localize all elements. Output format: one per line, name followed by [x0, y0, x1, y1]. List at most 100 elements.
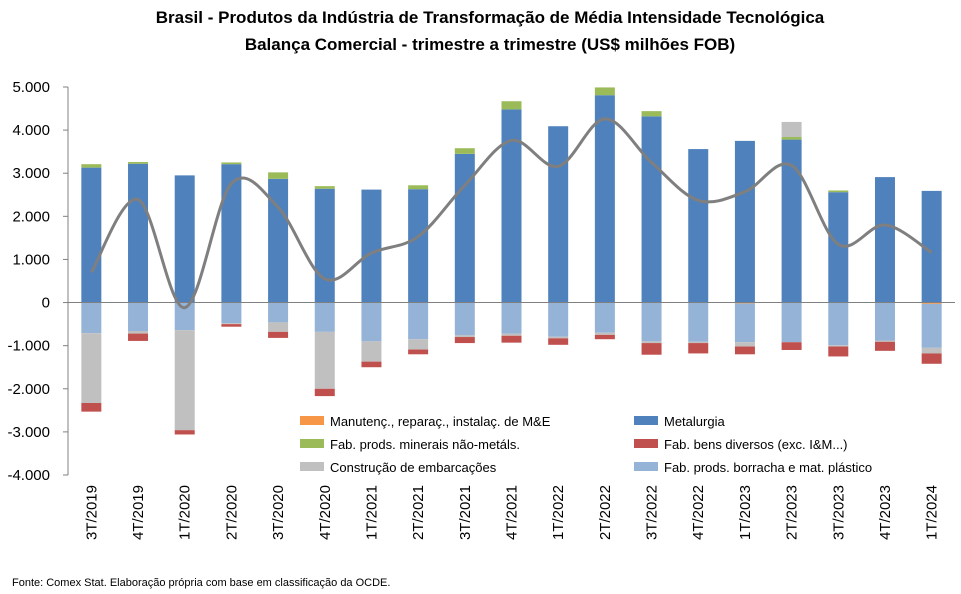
bar-segment: [81, 167, 102, 303]
bar-segment: [828, 192, 849, 303]
bar-segment: [828, 190, 849, 193]
bar-segment: [548, 126, 569, 303]
bar-segment: [454, 337, 475, 344]
bar-segment: [641, 116, 662, 303]
bar-segment: [361, 189, 382, 303]
bar-segment: [874, 302, 895, 341]
bar-segment: [81, 302, 102, 334]
x-tick-label: 1T/2023: [737, 485, 754, 540]
bar-segment: [81, 403, 102, 412]
bar-segment: [828, 346, 849, 357]
y-tick-label: 4.000: [12, 122, 50, 139]
bar-segment: [408, 185, 429, 190]
bar-segment: [268, 331, 289, 338]
bar-segment: [174, 175, 195, 303]
x-tick-label: 3T/2020: [270, 485, 287, 540]
bar-segment: [408, 339, 429, 350]
bar-segment: [361, 302, 382, 342]
bar-segment: [734, 346, 755, 355]
x-tick-label: 2T/2021: [410, 485, 427, 540]
bar-segment: [874, 341, 895, 351]
bar-segment: [641, 343, 662, 355]
x-tick-label: 3T/2023: [830, 485, 847, 540]
bar-segment: [268, 302, 289, 323]
y-tick-label: -2.000: [7, 381, 50, 398]
bar-segment: [781, 302, 802, 343]
bar-segment: [221, 302, 242, 324]
bar-segment: [548, 338, 569, 345]
trend-line: [90, 117, 933, 310]
bar-segment: [314, 186, 335, 189]
bar-segment: [594, 334, 615, 340]
y-tick-label: 0: [42, 295, 50, 312]
bar-segment: [641, 111, 662, 117]
x-tick-label: 3T/2022: [644, 485, 661, 540]
bar-segment: [501, 302, 522, 334]
x-tick-label: 2T/2022: [597, 485, 614, 540]
bar-segment: [361, 341, 382, 362]
bar-segment: [874, 340, 895, 342]
y-tick-label: -3.000: [7, 424, 50, 441]
x-tick-label: 4T/2023: [877, 485, 894, 540]
x-tick-label: 4T/2020: [317, 485, 334, 540]
bar-segment: [828, 302, 849, 346]
x-tick-label: 4T/2022: [690, 485, 707, 540]
x-tick-label: 1T/2021: [363, 485, 380, 540]
bar-segment: [221, 162, 242, 165]
bar-segment: [454, 148, 475, 154]
bar-segment: [174, 430, 195, 435]
y-tick-label: 1.000: [12, 251, 50, 268]
bar-segment: [594, 302, 615, 333]
y-axis-ticks: -4.000 -3.000 -2.000 -1.000 0 1.000 2.000 3.000…: [7, 79, 50, 484]
bar-segment: [174, 302, 195, 331]
chart-title-line-1: Brasil - Produtos da Indústria de Transf…: [156, 8, 825, 27]
legend-label: Metalurgia: [664, 414, 725, 429]
bar-segment: [641, 341, 662, 344]
bar-segment: [128, 331, 149, 334]
bar-segment: [594, 87, 615, 96]
x-tick-label: 1T/2022: [550, 485, 567, 540]
bar-segment: [874, 177, 895, 303]
bar-segment: [501, 333, 522, 336]
bar-segment: [408, 349, 429, 355]
bar-segment: [641, 302, 662, 342]
legend-swatch: [634, 462, 658, 471]
legend-swatch: [300, 439, 324, 448]
bar-segment: [454, 302, 475, 336]
bars: [81, 87, 942, 435]
x-tick-label: 1T/2020: [177, 485, 194, 540]
bar-segment: [361, 361, 382, 368]
bar-segment: [781, 342, 802, 350]
bar-segment: [501, 335, 522, 343]
axes: [63, 86, 955, 476]
bar-segment: [594, 332, 615, 335]
bar-segment: [921, 353, 942, 364]
bar-segment: [314, 388, 335, 397]
bar-segment: [548, 302, 569, 337]
x-tick-label: 4T/2021: [504, 485, 521, 540]
legend-swatch: [634, 439, 658, 448]
legend-swatch: [300, 416, 324, 425]
bar-segment: [128, 162, 149, 164]
legend-label: Manutenç., reparaç., instalaç. de M&E: [330, 414, 551, 429]
bar-segment: [594, 95, 615, 303]
balance-line: [90, 117, 933, 310]
bar-segment: [221, 324, 242, 327]
bar-segment: [314, 188, 335, 303]
bar-segment: [688, 149, 709, 303]
bar-segment: [408, 302, 429, 340]
y-tick-label: -1.000: [7, 338, 50, 355]
bar-segment: [734, 303, 755, 343]
y-tick-label: 5.000: [12, 79, 50, 96]
bar-segment: [781, 121, 802, 138]
bar-segment: [268, 178, 289, 303]
legend-label: Fab. prods. minerais não-metáls.: [330, 437, 520, 452]
bar-segment: [268, 322, 289, 332]
bar-segment: [128, 302, 149, 332]
bar-segment: [408, 189, 429, 303]
bar-segment: [174, 330, 195, 431]
bar-segment: [268, 172, 289, 179]
legend-label: Fab. bens diversos (exc. I&M...): [664, 437, 848, 452]
legend-label: Construção de embarcações: [330, 460, 497, 475]
